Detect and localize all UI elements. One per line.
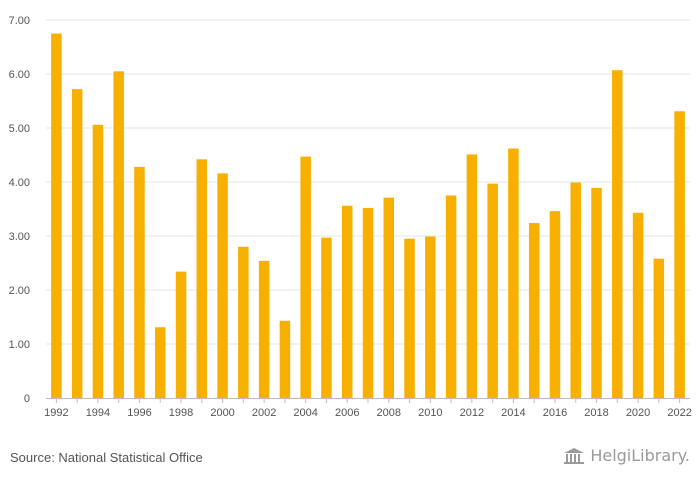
y-tick-label: 5.00 bbox=[9, 123, 30, 135]
x-tick-label: 2008 bbox=[377, 407, 401, 419]
bar-1996 bbox=[134, 166, 145, 398]
logo-text: HelgiLibrary. bbox=[590, 446, 690, 465]
x-tick-label: 1996 bbox=[127, 407, 151, 419]
x-tick-label: 2022 bbox=[667, 407, 691, 419]
bar-1993 bbox=[71, 89, 83, 399]
bar-2021 bbox=[653, 258, 665, 398]
bar-2005 bbox=[321, 237, 332, 398]
bar-2014 bbox=[508, 148, 519, 398]
x-tick-label: 1998 bbox=[169, 407, 193, 419]
bar-2003 bbox=[279, 320, 291, 398]
y-tick-label: 1.00 bbox=[9, 339, 30, 351]
bar-2002 bbox=[258, 260, 270, 398]
bar-2012 bbox=[466, 154, 478, 398]
x-tick-label: 1992 bbox=[44, 407, 68, 419]
x-tick-label: 2004 bbox=[293, 407, 317, 419]
bar-2008 bbox=[383, 197, 395, 398]
bar-1998 bbox=[175, 271, 187, 398]
bar-2013 bbox=[487, 183, 498, 398]
y-tick-label: 4.00 bbox=[9, 177, 30, 189]
x-tick-label: 2006 bbox=[335, 407, 359, 419]
bar-1999 bbox=[196, 159, 208, 398]
bar-2015 bbox=[528, 223, 540, 398]
bar-2001 bbox=[238, 246, 249, 398]
bar-2010 bbox=[425, 236, 436, 398]
bar-2020 bbox=[632, 212, 644, 398]
x-tick-label: 1994 bbox=[86, 407, 110, 419]
bar-2022 bbox=[674, 111, 685, 398]
x-tick-label: 2010 bbox=[418, 407, 442, 419]
bar-2017 bbox=[570, 182, 581, 398]
x-tick-label: 2012 bbox=[460, 407, 484, 419]
x-axis: 1992 1994 1996 1998 2000 2002 2004 2006 2008 2010… bbox=[44, 398, 692, 419]
bars bbox=[51, 33, 685, 399]
x-tick-label: 2020 bbox=[626, 407, 650, 419]
helgilibrary-logo[interactable]: HelgiLibrary. bbox=[563, 446, 690, 465]
x-tick-label: 2000 bbox=[210, 407, 234, 419]
y-axis: 0 1.00 2.00 3.00 4.00 5.00 6.00 7.00 bbox=[9, 15, 30, 405]
library-building-icon bbox=[564, 447, 585, 464]
x-tick-label: 2002 bbox=[252, 407, 276, 419]
bar-2019 bbox=[612, 70, 623, 398]
bar-2016 bbox=[549, 211, 561, 398]
bar-2004 bbox=[300, 156, 311, 398]
y-tick-label: 7.00 bbox=[9, 15, 30, 27]
y-tick-label: 2.00 bbox=[9, 285, 30, 297]
x-tick-label: 2014 bbox=[501, 407, 525, 419]
bar-2000 bbox=[217, 173, 228, 398]
source-note: Source: National Statistical Office bbox=[10, 450, 203, 465]
bar-2011 bbox=[445, 195, 457, 398]
x-tick-label: 2016 bbox=[543, 407, 567, 419]
y-tick-label: 6.00 bbox=[9, 69, 30, 81]
y-tick-label: 3.00 bbox=[9, 231, 30, 243]
bar-1994 bbox=[92, 124, 104, 398]
y-tick-label: 0 bbox=[24, 393, 30, 405]
bar-2006 bbox=[341, 205, 353, 398]
bar-1992 bbox=[51, 33, 62, 398]
bar-2018 bbox=[591, 187, 602, 398]
bar-1995 bbox=[113, 71, 124, 399]
bar-chart: 01.002.003.004.005.006.007.00 1992 1994 19… bbox=[9, 15, 692, 419]
bar-2009 bbox=[404, 238, 415, 398]
bar-1997 bbox=[155, 327, 166, 398]
x-tick-label: 2018 bbox=[584, 407, 608, 419]
bar-2007 bbox=[362, 207, 374, 398]
